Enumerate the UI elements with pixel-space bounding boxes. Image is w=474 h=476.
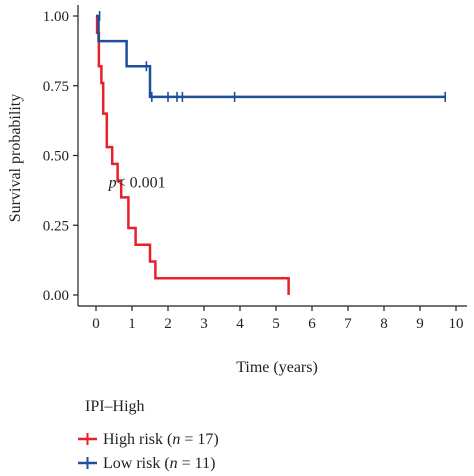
x-tick-label: 10 <box>449 316 464 332</box>
legend-title: IPI–High <box>85 398 145 415</box>
series-line-high-risk <box>95 14 290 295</box>
legend-item-high-risk: High risk (n = 17) <box>78 431 219 448</box>
x-tick-label: 7 <box>344 316 352 332</box>
y-axis: 0.00 0.25 0.50 0.75 1.00 <box>43 5 79 306</box>
legend: IPI–High High risk (n = 17) Low risk (n … <box>78 398 219 472</box>
y-axis-label: Survival probability <box>7 94 24 222</box>
x-tick-label: 8 <box>380 316 388 332</box>
x-axis-label: Time (years) <box>236 359 318 376</box>
series-lines <box>95 14 446 295</box>
p-value-annotation: p< 0.001 <box>108 175 166 192</box>
y-tick-label: 0.50 <box>43 149 69 165</box>
y-tick-label: 0.25 <box>43 218 69 234</box>
y-tick-label: 0.75 <box>43 79 69 95</box>
x-tick-label: 0 <box>92 316 100 332</box>
legend-label-high-risk: High risk (n = 17) <box>103 431 219 448</box>
y-tick-label: 1.00 <box>43 9 69 25</box>
y-tick-label: 0.00 <box>43 288 69 304</box>
x-tick-label: 1 <box>128 316 136 332</box>
x-tick-label: 3 <box>200 316 208 332</box>
p-symbol: p <box>108 175 117 192</box>
legend-label-low-risk: Low risk (n = 11) <box>103 455 215 472</box>
p-value-text: < 0.001 <box>117 175 166 192</box>
x-tick-label: 9 <box>416 316 424 332</box>
x-tick-label: 4 <box>236 316 244 332</box>
x-axis: 0 1 2 3 4 5 6 7 8 9 10 <box>78 305 467 332</box>
x-tick-label: 5 <box>272 316 280 332</box>
x-tick-label: 6 <box>308 316 316 332</box>
legend-item-low-risk: Low risk (n = 11) <box>78 455 215 472</box>
x-tick-label: 2 <box>164 316 172 332</box>
censor-marks <box>98 11 447 102</box>
series-line-low-risk <box>96 14 446 99</box>
